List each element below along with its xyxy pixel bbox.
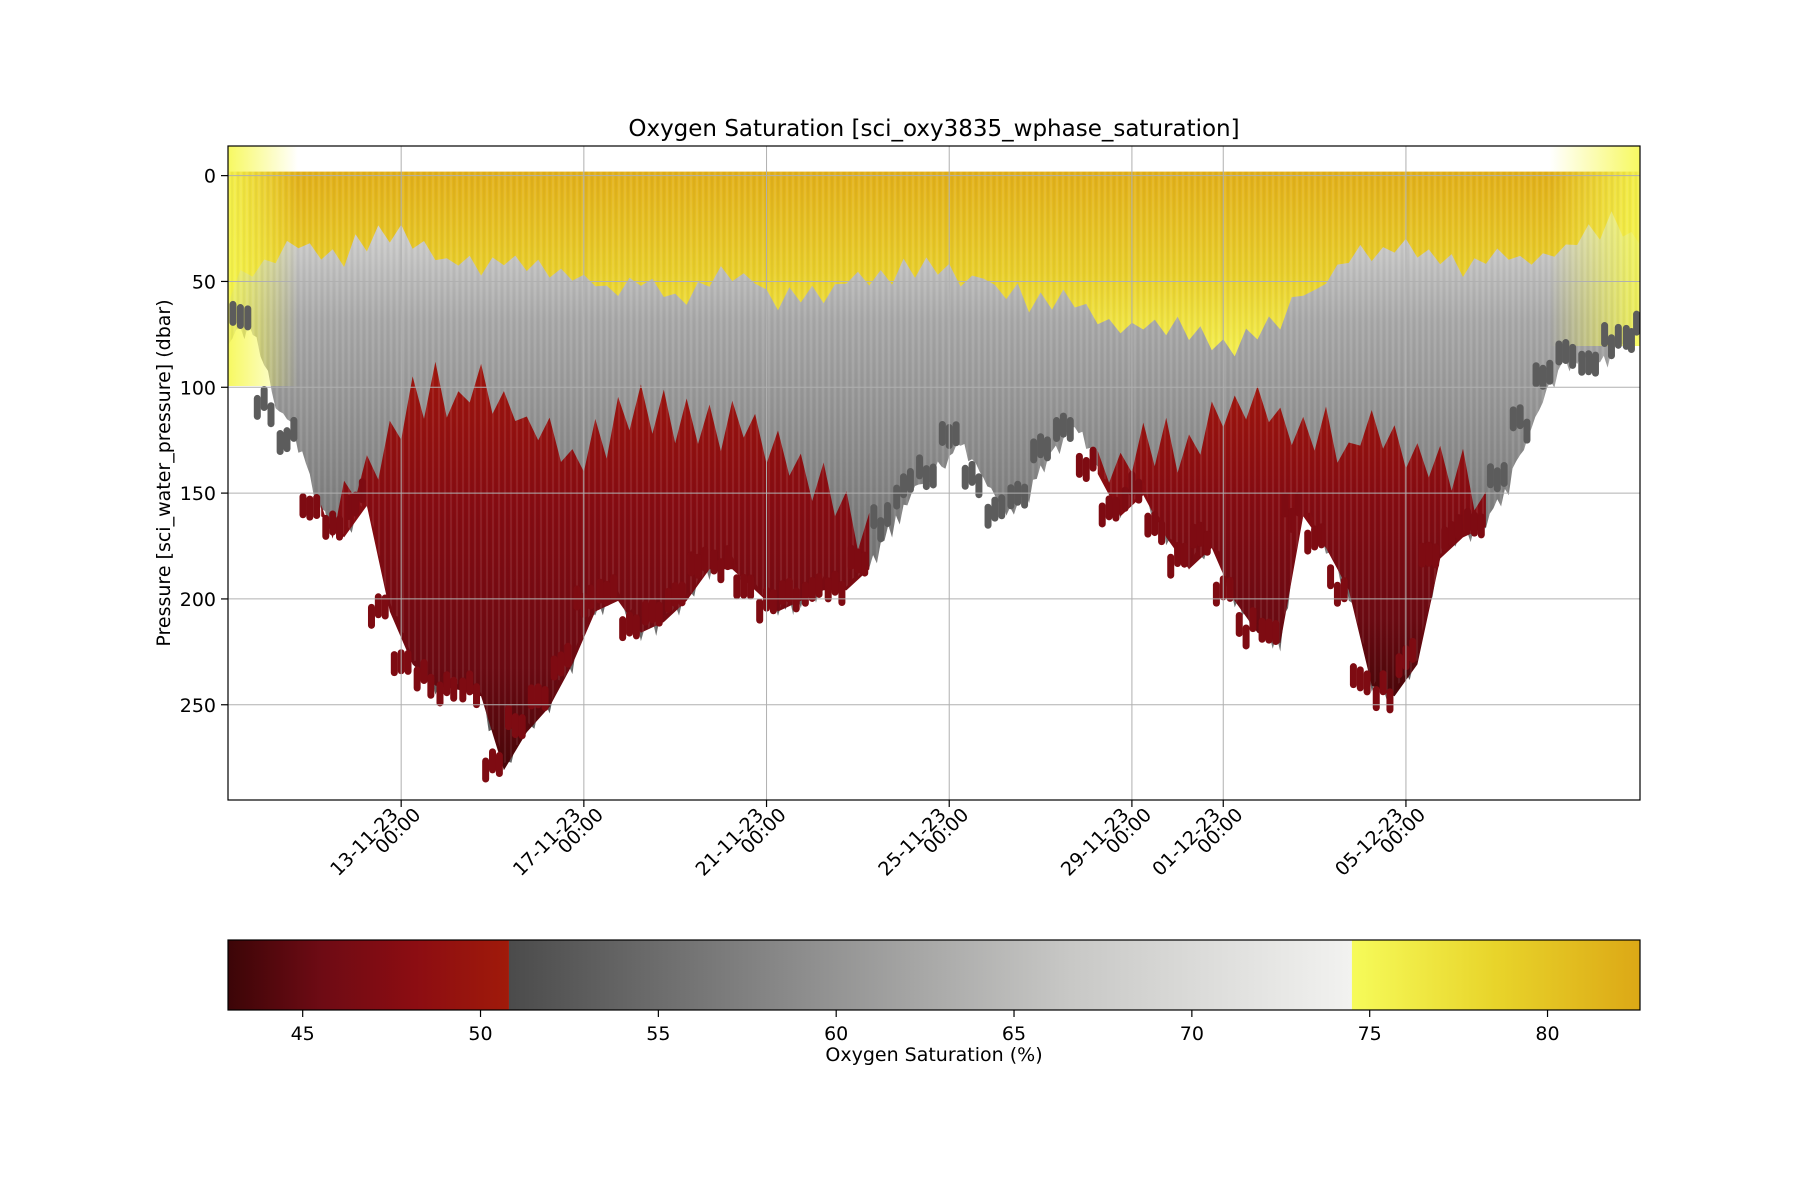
y-tick-label: 250 [180,695,216,717]
colorbar-tick-label: 75 [1358,1023,1382,1045]
y-tick-label: 0 [204,166,216,188]
y-axis: 0 50 100 150 200 250 [180,166,228,717]
colorbar-frame [227,939,1641,1011]
colorbar-label: Oxygen Saturation (%) [825,1044,1042,1066]
plot-frame [227,145,1641,801]
colorbar-tick-label: 60 [824,1023,848,1045]
plot-area [228,146,1640,783]
colorbar-tick-label: 45 [291,1023,315,1045]
colorbar-segment-2 [1351,940,1640,1010]
colorbar-segment-0 [228,940,509,1010]
colorbar-tick-label: 50 [468,1023,492,1045]
y-tick-label: 150 [180,483,216,505]
chart-title: Oxygen Saturation [sci_oxy3835_wphase_sa… [628,116,1239,142]
colorbar-tick-label: 80 [1535,1023,1559,1045]
colorbar-segment-1 [508,940,1352,1010]
grid-lines [228,146,1640,800]
colorbar-tick-label: 55 [646,1023,670,1045]
y-axis-label: Pressure [sci_water_pressure] (dbar) [153,299,175,646]
y-tick-label: 100 [180,377,216,399]
y-tick-label: 50 [192,271,216,293]
colorbar-tick-label: 65 [1002,1023,1026,1045]
y-tick-label: 200 [180,589,216,611]
colorbar: 45 50 55 60 65 70 75 80 Oxygen Saturation (%) [227,939,1641,1066]
colorbar-tick-label: 70 [1180,1023,1204,1045]
